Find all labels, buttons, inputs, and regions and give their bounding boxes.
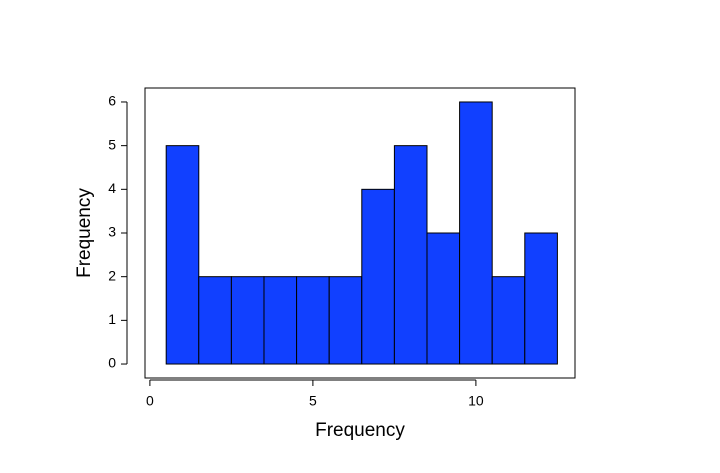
bar <box>230 276 265 365</box>
x-tick-label: 10 <box>468 393 484 409</box>
y-tick-label: 4 <box>108 180 116 196</box>
bar <box>393 145 428 365</box>
bar <box>426 232 461 365</box>
y-tick-label: 0 <box>108 355 116 371</box>
y-axis-label: Frequency <box>74 188 95 278</box>
y-tick-label: 6 <box>108 93 116 109</box>
bar <box>328 276 363 365</box>
plot-box <box>144 87 576 379</box>
bar <box>524 232 558 365</box>
bar <box>459 101 493 365</box>
bar <box>296 276 330 365</box>
bar <box>198 276 232 365</box>
bar <box>491 276 526 365</box>
x-tick-label: 0 <box>146 393 154 409</box>
y-tick-label: 5 <box>108 136 116 152</box>
y-tick-label: 1 <box>108 311 116 327</box>
bar <box>165 145 200 365</box>
x-axis-label: Frequency <box>315 420 405 441</box>
y-tick-label: 2 <box>108 267 116 283</box>
bar <box>361 188 395 365</box>
x-tick-label: 5 <box>309 393 317 409</box>
bar <box>263 276 298 365</box>
y-tick-label: 3 <box>108 224 116 240</box>
